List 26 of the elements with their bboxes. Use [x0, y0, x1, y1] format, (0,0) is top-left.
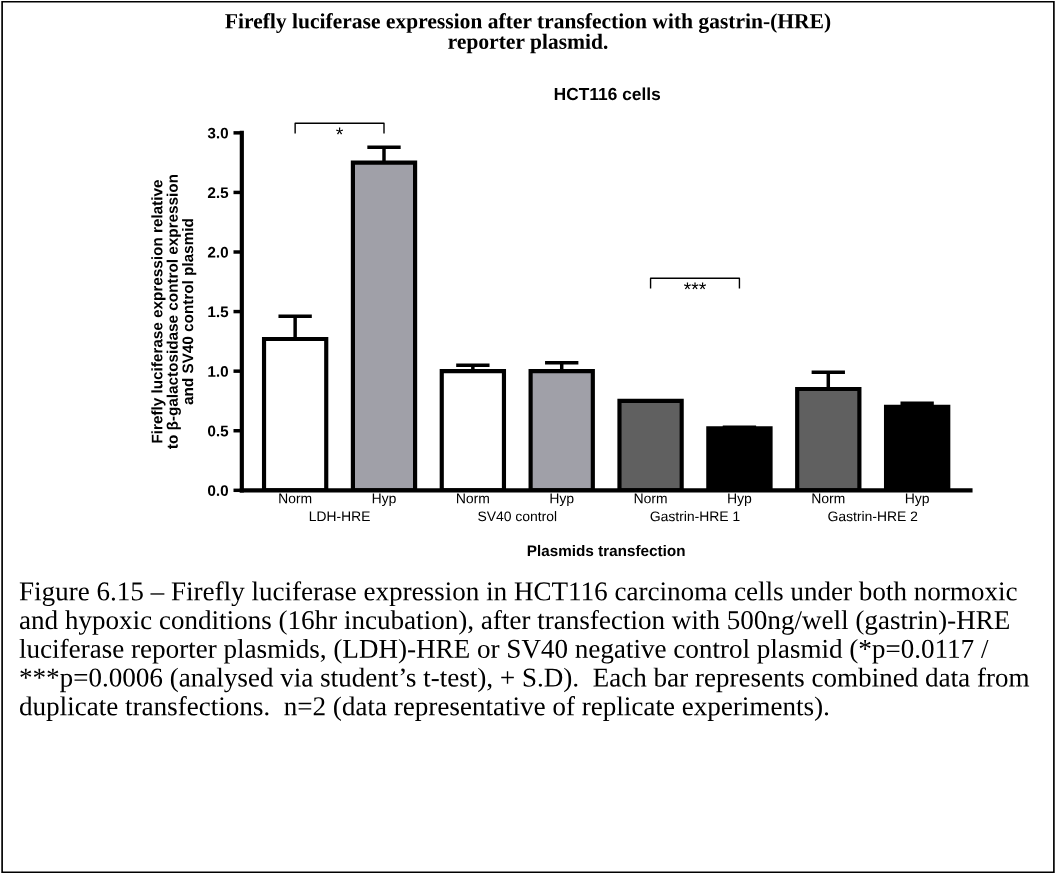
annotation: ***: [683, 282, 707, 290]
chart-title: Firefly luciferase expression after transfection with gastrin-(HRE) reporter plasmid.: [225, 13, 831, 54]
y-tick-label: 2.5: [207, 187, 229, 199]
x-tick-label: Hyp: [905, 493, 929, 507]
text: Gastrin-HRE 1: [650, 511, 740, 522]
text: LDH-HRE: [309, 511, 370, 522]
y-tick-label: 1.0: [208, 366, 229, 377]
y-axis-title: Firefly luciferase expression relative to β-galactosidase control expression and SV40 control plasmid: [151, 174, 197, 449]
x-tick-label: Norm: [634, 493, 667, 504]
annotation: *: [336, 127, 344, 135]
y-tick-label: 0.0: [208, 485, 229, 496]
caption: Figure 6.15 – Firefly luciferase expression in HCT116 carcinoma cells under both normoxic and hypoxic conditions (16hr incubation), after transfection with 500ng/well (gastrin)-HRE luciferase reporter plasmids, (LDH)-HRE or SV40 negative control plasmid (*p=0.0117 / ***p=0.0006 (analysed via student’s t-test), + S.D). Each bar represents combined data from duplicate transfections. n=2 (data representative of replicate experiments).: [19, 581, 1030, 721]
y-tick-label: 3.0: [207, 127, 229, 139]
x-tick-label: Norm: [812, 493, 845, 504]
y-tick-label: 2.0: [207, 246, 229, 258]
y-tick-label: 0.5: [208, 425, 229, 437]
x-tick-label: Norm: [457, 493, 489, 504]
x-tick-label: Hyp: [550, 493, 574, 507]
text: Gastrin-HRE 2: [828, 511, 918, 522]
x-tick-label: Norm: [279, 493, 312, 504]
text: SV40 control: [478, 511, 557, 522]
y-tick-label: 1.5: [208, 306, 229, 318]
x-axis-title: Plasmids transfection: [527, 544, 685, 557]
x-tick-label: Hyp: [728, 493, 752, 507]
x-tick-label: Hyp: [372, 493, 396, 507]
chart-subtitle: HCT116 cells: [554, 87, 661, 101]
